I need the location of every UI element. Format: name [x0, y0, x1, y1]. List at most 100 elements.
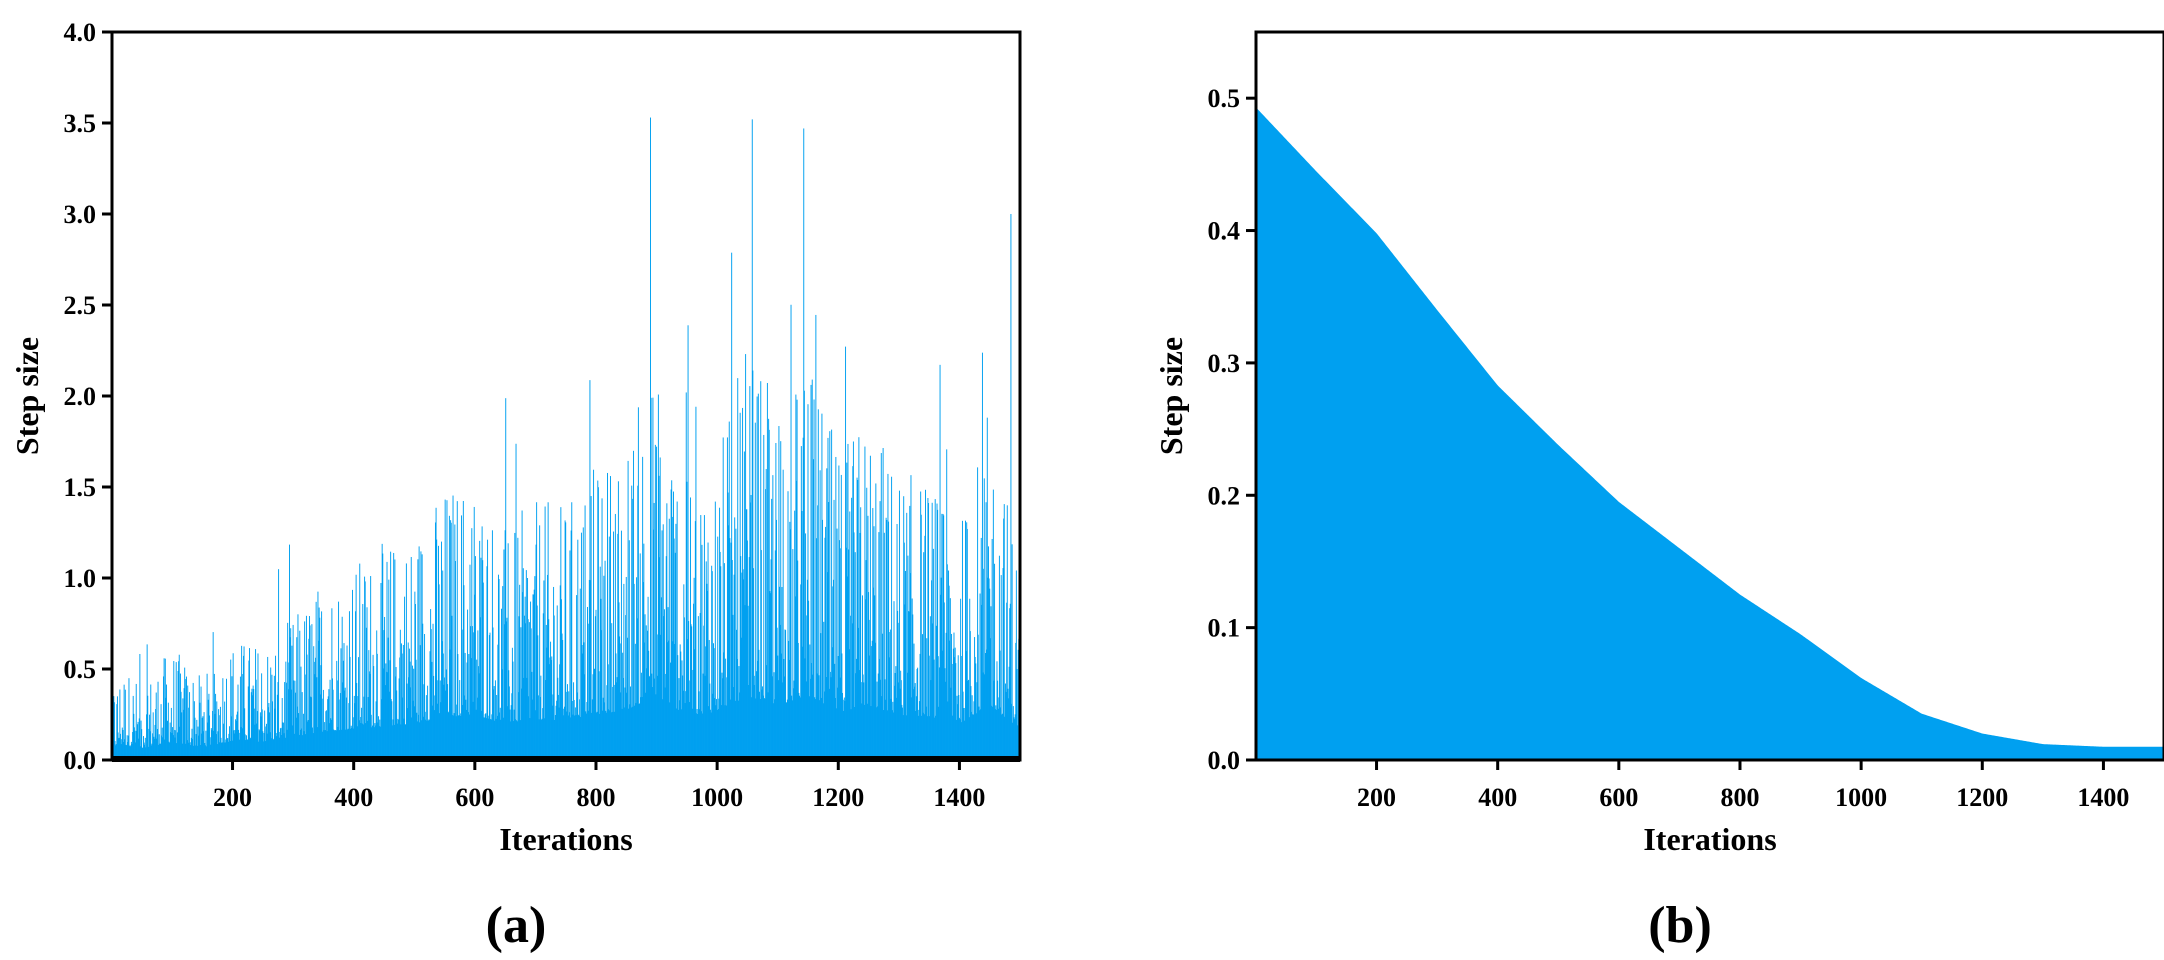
- bar: [328, 723, 330, 760]
- bar: [822, 703, 824, 760]
- bar: [484, 717, 486, 760]
- bar: [329, 679, 331, 760]
- bar: [837, 687, 839, 760]
- bar: [229, 741, 231, 760]
- bar: [362, 724, 364, 760]
- bar: [311, 624, 313, 760]
- bar: [345, 697, 347, 760]
- bar: [745, 509, 747, 760]
- bar: [180, 691, 182, 760]
- bar: [351, 727, 353, 760]
- bar: [279, 737, 281, 760]
- bar: [211, 730, 213, 760]
- bar: [371, 727, 373, 760]
- bar: [593, 469, 595, 760]
- bar: [513, 721, 515, 760]
- bar: [382, 668, 384, 760]
- bar: [303, 731, 305, 760]
- bar: [980, 537, 982, 760]
- bar: [827, 437, 829, 760]
- bar: [545, 680, 547, 760]
- bar: [271, 674, 273, 760]
- bar: [296, 706, 298, 760]
- bar: [817, 505, 819, 760]
- bar: [911, 598, 913, 760]
- bar: [239, 676, 241, 760]
- bar: [633, 450, 635, 760]
- bar: [994, 709, 996, 760]
- chart-b-frame: [1254, 30, 2164, 762]
- bar: [808, 696, 810, 760]
- bar: [666, 503, 668, 760]
- bar: [600, 598, 602, 760]
- bar: [362, 604, 364, 760]
- bar: [159, 743, 161, 760]
- bar: [1013, 717, 1015, 760]
- bar: [276, 694, 278, 760]
- bar: [273, 739, 275, 760]
- bar: [671, 516, 673, 760]
- bar: [758, 649, 760, 760]
- bar: [445, 690, 447, 760]
- bar: [668, 640, 670, 760]
- bar: [1011, 544, 1013, 760]
- bar: [141, 747, 143, 760]
- bar: [627, 460, 629, 760]
- bar: [788, 640, 790, 760]
- bar: [198, 735, 200, 760]
- bar: [192, 739, 194, 760]
- bar: [509, 709, 511, 760]
- bar: [196, 745, 198, 760]
- bar: [714, 501, 716, 760]
- bar: [636, 618, 638, 760]
- bar: [868, 619, 870, 760]
- bar: [253, 708, 255, 760]
- bar: [711, 571, 713, 760]
- bar: [441, 541, 442, 760]
- bar: [835, 456, 837, 760]
- x-tick-label: 800: [1720, 783, 1759, 812]
- bar: [949, 598, 951, 760]
- bar: [337, 726, 339, 760]
- bar: [981, 604, 983, 760]
- bar: [736, 658, 738, 760]
- bar: [426, 720, 428, 760]
- bar: [875, 483, 877, 760]
- bar: [447, 684, 449, 760]
- bar: [895, 697, 897, 760]
- bar: [249, 737, 251, 760]
- bar: [201, 717, 203, 760]
- bar: [544, 718, 545, 760]
- bar: [370, 576, 372, 760]
- bar: [920, 491, 922, 760]
- chart-b-y-ticks: 0.00.10.20.30.40.5: [1208, 84, 1256, 775]
- bar: [327, 696, 329, 760]
- bar: [425, 695, 427, 760]
- x-tick-label: 1000: [691, 783, 743, 812]
- y-tick-label: 0.5: [1208, 84, 1241, 113]
- bar: [365, 723, 367, 760]
- bar: [284, 737, 286, 760]
- bar: [507, 706, 509, 760]
- bar: [411, 717, 413, 760]
- bar: [851, 497, 853, 760]
- bar: [504, 530, 506, 760]
- bar: [908, 611, 910, 760]
- bar: [892, 712, 894, 760]
- bar: [486, 566, 488, 760]
- bar: [396, 723, 398, 760]
- bar: [701, 544, 703, 760]
- bar: [299, 729, 301, 760]
- chart-b-y-axis-title: Step size: [1153, 337, 1189, 455]
- bar: [1005, 691, 1007, 760]
- bar: [831, 429, 833, 760]
- bar: [826, 468, 828, 760]
- bar: [119, 689, 121, 760]
- bar: [769, 591, 771, 760]
- bar: [307, 720, 309, 760]
- bar: [487, 718, 489, 760]
- bar: [514, 719, 516, 760]
- bar: [944, 668, 946, 760]
- bar: [427, 685, 429, 760]
- bar: [549, 657, 551, 760]
